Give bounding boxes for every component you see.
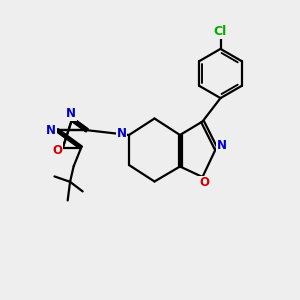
Text: O: O <box>52 144 62 157</box>
Text: N: N <box>66 107 76 120</box>
Text: N: N <box>116 127 127 140</box>
Text: N: N <box>46 124 56 137</box>
Text: Cl: Cl <box>214 25 227 38</box>
Text: O: O <box>199 176 209 190</box>
Text: N: N <box>217 139 227 152</box>
